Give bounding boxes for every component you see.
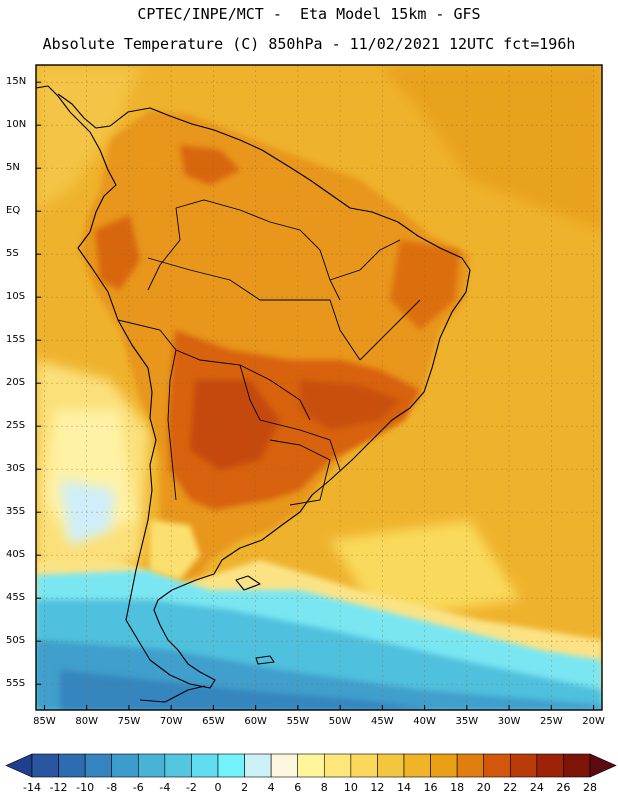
lat-label: 30S (6, 463, 26, 475)
colorbar-cell (430, 753, 458, 778)
colorbar-cell (509, 753, 538, 778)
lat-label: 15S (6, 334, 26, 346)
colorbar-label: 2 (241, 781, 249, 794)
lon-label: 25W (540, 716, 563, 727)
lat-label: 45S (6, 592, 26, 604)
lon-label: 35W (455, 716, 479, 727)
colorbar-cell (164, 753, 192, 778)
colorbar-label: -4 (159, 781, 171, 794)
colorbar-cell (111, 753, 139, 778)
colorbar-cell (137, 753, 166, 778)
lat-label: 10N (6, 119, 27, 131)
lon-label: 60W (244, 716, 267, 727)
colorbar-label: 22 (503, 781, 518, 794)
colorbar-cell (563, 753, 591, 778)
lon-label: 50W (328, 716, 352, 727)
colorbar-cell (297, 753, 325, 778)
colorbar-cell (456, 753, 485, 778)
colorbar-label: 14 (397, 781, 411, 794)
colorbar-cell (191, 753, 219, 778)
lat-label: 5N (6, 162, 20, 174)
colorbar-cell (31, 753, 59, 778)
colorbar-cell (403, 753, 431, 778)
temperature-field (36, 65, 602, 710)
lon-label: 70W (159, 716, 183, 727)
colorbar-label: -10 (76, 781, 95, 794)
lon-label: 45W (371, 716, 394, 727)
colorbar-label: 0 (214, 781, 222, 794)
lon-label: 40W (413, 716, 436, 727)
colorbar-high-arrow (589, 753, 617, 778)
lat-label: 25S (6, 420, 26, 432)
colorbar-label: 26 (556, 781, 571, 794)
lon-label: 65W (202, 716, 225, 727)
map-title-line1: CPTEC/INPE/MCT - Eta Model 15km - GFS (137, 5, 481, 23)
lon-label: 55W (286, 716, 310, 727)
lat-label: 15N (6, 76, 27, 88)
colorbar-low-arrow (5, 753, 33, 778)
lat-label: 20S (6, 377, 26, 389)
colorbar-cell (244, 753, 272, 778)
colorbar-cell (270, 753, 299, 778)
lon-label: 80W (75, 716, 98, 727)
colorbar-cell (483, 753, 511, 778)
country-borders (117, 199, 421, 506)
colorbar-label: 20 (476, 781, 491, 794)
colorbar-label: 10 (343, 781, 358, 794)
colorbar-label: 6 (294, 781, 302, 794)
lon-label: 75W (117, 716, 141, 727)
lat-label: 55S (6, 678, 26, 690)
colorbar-label: 8 (320, 781, 328, 794)
lat-label: 5S (6, 248, 19, 260)
colorbar-label: -12 (49, 781, 68, 794)
lon-label: 85W (33, 716, 56, 727)
lat-label: 10S (6, 291, 26, 303)
colorbar-cell (84, 753, 113, 778)
lon-label: 30W (497, 716, 521, 727)
colorbar-label: -14 (23, 781, 41, 794)
lat-label: EQ (6, 205, 21, 217)
lat-label: 50S (6, 635, 26, 647)
colorbar-label: 24 (529, 781, 544, 794)
colorbar-cell (536, 753, 564, 778)
colorbar-label: 18 (450, 781, 465, 794)
colorbar-label: -8 (106, 781, 118, 794)
map-frame (35, 64, 603, 711)
colorbar-label: 16 (423, 781, 438, 794)
lat-lon-grid (36, 65, 602, 710)
colorbar-cell (323, 753, 352, 778)
colorbar-cell (217, 753, 245, 778)
lat-label: 35S (6, 506, 26, 518)
colorbar-cell (377, 753, 405, 778)
colorbar-label: -6 (132, 781, 144, 794)
colorbar-label: -2 (185, 781, 197, 794)
map-title-line2: Absolute Temperature (C) 850hPa - 11/02/… (42, 35, 576, 53)
colorbar-label: 4 (267, 781, 275, 794)
colorbar-label: 12 (370, 781, 385, 794)
colorbar-cell (350, 753, 378, 778)
colorbar-label: 28 (583, 781, 597, 794)
lon-label: 20W (582, 716, 605, 727)
axis-ticks (36, 81, 595, 710)
lat-label: 40S (6, 549, 26, 561)
coastline (35, 85, 471, 703)
colorbar-cell (58, 753, 86, 778)
